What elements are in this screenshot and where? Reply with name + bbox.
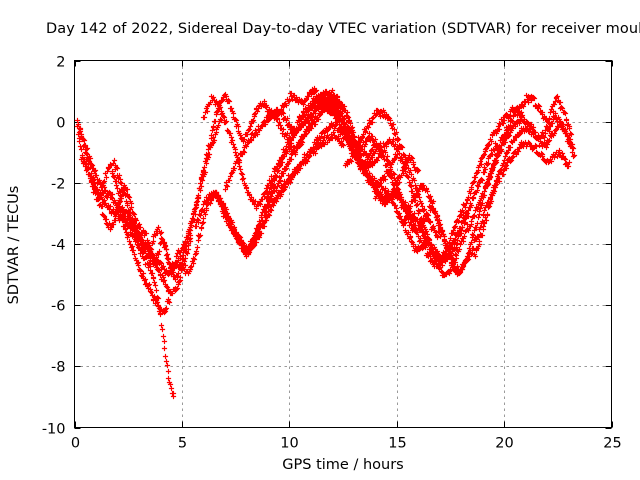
data-series-arc-22 xyxy=(114,206,173,316)
x-axis-title: GPS time / hours xyxy=(282,457,403,473)
y-tick-label: 2 xyxy=(56,55,65,71)
x-tick-label: 5 xyxy=(178,436,187,452)
data-series-arc-17 xyxy=(484,92,575,188)
data-series-arc-23 xyxy=(211,129,347,258)
y-axis-title: SDTVAR / TECUs xyxy=(6,186,22,305)
data-series-group xyxy=(74,85,578,400)
y-tick-label: 0 xyxy=(56,116,65,132)
y-tick-label: -6 xyxy=(51,299,65,315)
data-series-arc-24 xyxy=(342,130,487,276)
data-series-arc-02 xyxy=(75,131,182,278)
plot-frame xyxy=(73,59,613,429)
x-axis-tick-labels: 0 5 10 15 20 25 xyxy=(71,436,622,452)
y-tick-label: -2 xyxy=(51,177,65,193)
x-tick-label: 10 xyxy=(280,436,298,452)
y-tick-label: -10 xyxy=(42,422,66,438)
y-axis-tick-labels: 2 0 -2 -4 -6 -8 -10 xyxy=(42,55,66,438)
data-series-arc-16 xyxy=(471,119,578,260)
x-tick-label: 0 xyxy=(71,436,80,452)
y-tick-label: -4 xyxy=(51,238,65,254)
x-tick-label: 25 xyxy=(603,436,621,452)
x-tick-label: 15 xyxy=(388,436,406,452)
data-series-arc-20 xyxy=(261,93,358,219)
data-series-arc-18 xyxy=(480,139,573,219)
data-series-arc-21 xyxy=(110,157,194,297)
data-series-arc-04 xyxy=(78,116,225,278)
chart-title: Day 142 of 2022, Sidereal Day-to-day VTE… xyxy=(46,21,640,37)
x-tick-label: 20 xyxy=(495,436,513,452)
y-tick-label: -8 xyxy=(51,360,65,376)
